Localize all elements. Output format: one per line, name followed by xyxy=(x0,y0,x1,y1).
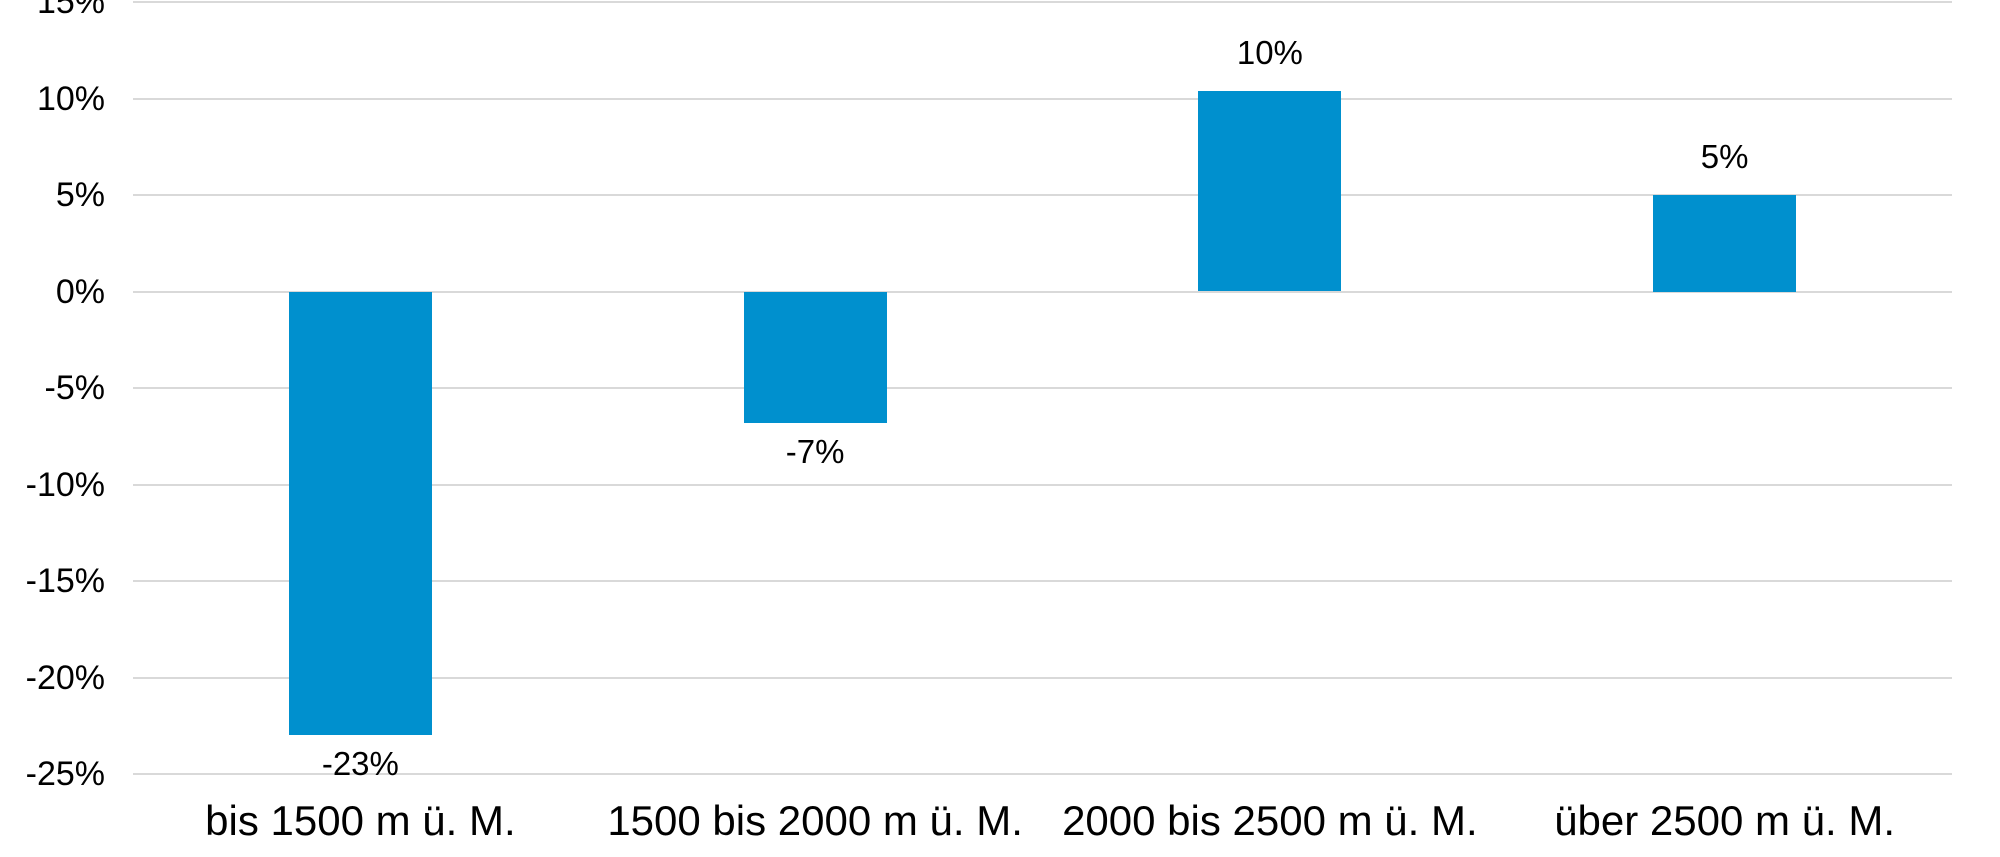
gridline xyxy=(133,290,1952,293)
y-axis-tick-label: -15% xyxy=(25,562,105,600)
y-axis-tick-label: -20% xyxy=(25,658,105,697)
y-axis-tick-label: 0% xyxy=(55,272,105,311)
bar xyxy=(743,291,887,423)
bar-value-label: 10% xyxy=(1236,33,1303,71)
gridline xyxy=(133,483,1952,486)
y-axis-tick-label: -5% xyxy=(44,369,105,407)
y-axis-tick-label: -10% xyxy=(25,465,105,504)
bar-value-label: 5% xyxy=(1700,138,1749,175)
x-axis-category-label: über 2500 m ü. M. xyxy=(1554,797,1896,844)
x-axis-category-label: 2000 bis 2500 m ü. M. xyxy=(1062,797,1478,844)
bar-value-label: -23% xyxy=(321,745,399,783)
gridline xyxy=(133,676,1952,679)
y-axis-tick-label: 10% xyxy=(36,79,105,118)
gridline xyxy=(133,97,1952,100)
bar xyxy=(1198,90,1342,292)
bar-value-label: -7% xyxy=(785,432,845,470)
x-axis-category-label: bis 1500 m ü. M. xyxy=(205,797,516,844)
gridline xyxy=(133,773,1952,775)
x-axis-category-label: 1500 bis 2000 m ü. M. xyxy=(607,797,1023,844)
gridline xyxy=(133,387,1952,389)
bar xyxy=(288,291,432,736)
bar xyxy=(1653,195,1797,292)
y-axis-tick-label: -25% xyxy=(25,755,105,793)
gridline xyxy=(133,580,1952,582)
gridline xyxy=(133,1,1952,3)
y-axis-tick-label: 5% xyxy=(55,176,105,214)
gridline xyxy=(133,194,1952,196)
y-axis-tick-label: 15% xyxy=(36,0,105,21)
